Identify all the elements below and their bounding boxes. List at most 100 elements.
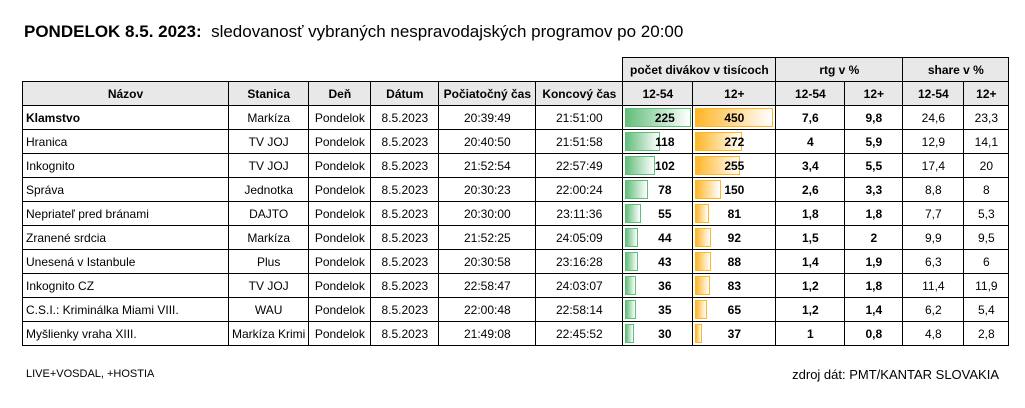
program-name: Myšlienky vraha XIII. [22, 321, 229, 346]
data-bar [625, 156, 656, 175]
rtg-12plus: 0,8 [844, 321, 904, 346]
group-share: share v % [902, 57, 1010, 82]
day: Pondelok [308, 177, 372, 202]
share-12plus: 6 [963, 249, 1010, 274]
table-row: Klamstvo Markíza Pondelok 8.5.2023 20:39:49 2… [22, 105, 1010, 130]
station: Plus [227, 249, 310, 274]
share-12plus: 5,4 [963, 297, 1010, 322]
viewers-12-54-cell: 43 [622, 249, 694, 274]
column-header[interactable]: 12-54 [622, 81, 694, 106]
rtg-12-54: 1,2 [775, 273, 846, 298]
column-header[interactable]: 12+ [963, 81, 1010, 106]
viewers-12-54-cell: 78 [622, 177, 694, 202]
start-time: 21:52:54 [438, 153, 537, 178]
rtg-12plus: 5,5 [844, 153, 904, 178]
viewers-value: 37 [727, 326, 742, 341]
share-12-54: 8,8 [902, 177, 965, 202]
rtg-12-54: 1,2 [775, 297, 846, 322]
footnote: LIVE+VOSDAL, +HOSTIA [26, 368, 155, 380]
share-12plus: 23,3 [963, 105, 1010, 130]
viewers-12-54-cell: 35 [622, 297, 694, 322]
viewers-value: 35 [658, 302, 672, 317]
share-12-54: 24,6 [902, 105, 965, 130]
share-12plus: 9,5 [963, 225, 1010, 250]
data-bar [625, 180, 649, 199]
start-time: 21:49:08 [438, 321, 537, 346]
viewers-12plus-cell: 272 [692, 129, 777, 154]
end-time: 24:03:07 [535, 273, 624, 298]
share-12plus: 14,1 [963, 129, 1010, 154]
column-header[interactable]: Koncový čas [535, 81, 624, 106]
viewers-12plus-cell: 450 [692, 105, 777, 130]
column-header[interactable]: 12+ [844, 81, 904, 106]
day: Pondelok [308, 273, 372, 298]
group-viewers: počet divákov v tisícoch [622, 57, 777, 82]
station: Markíza [227, 225, 310, 250]
column-header[interactable]: 12+ [692, 81, 777, 106]
day: Pondelok [308, 105, 372, 130]
data-bar [625, 132, 660, 151]
start-time: 21:52:25 [438, 225, 537, 250]
share-12-54: 6,2 [902, 297, 965, 322]
viewers-12plus-cell: 83 [692, 273, 777, 298]
start-time: 20:39:49 [438, 105, 537, 130]
column-header[interactable]: Stanica [227, 81, 310, 106]
station: TV JOJ [227, 129, 310, 154]
viewers-12-54-cell: 225 [622, 105, 694, 130]
program-name: Správa [22, 177, 229, 202]
table-row: Unesená v Istanbule Plus Pondelok 8.5.2023 2… [22, 249, 1010, 274]
share-12plus: 20 [963, 153, 1010, 178]
viewers-12plus-cell: 255 [692, 153, 777, 178]
rtg-12plus: 5,9 [844, 129, 904, 154]
column-header[interactable]: 12-54 [775, 81, 846, 106]
start-time: 20:30:00 [438, 201, 537, 226]
rtg-12-54: 3,4 [775, 153, 846, 178]
data-bar [625, 300, 636, 319]
column-header[interactable]: Názov [22, 81, 229, 106]
data-bar [625, 228, 639, 247]
viewers-value: 78 [658, 182, 672, 197]
column-header[interactable]: Dátum [370, 81, 440, 106]
day: Pondelok [308, 249, 372, 274]
viewers-12plus-cell: 65 [692, 297, 777, 322]
data-bar [695, 228, 712, 247]
column-header[interactable]: Počiatočný čas [438, 81, 537, 106]
data-bar [625, 324, 635, 343]
data-bar [625, 252, 638, 271]
end-time: 22:58:14 [535, 297, 624, 322]
data-bar [625, 108, 692, 127]
share-12-54: 11,4 [902, 273, 965, 298]
viewers-value: 88 [727, 254, 742, 269]
day: Pondelok [308, 225, 372, 250]
rtg-12-54: 7,6 [775, 105, 846, 130]
start-time: 22:00:48 [438, 297, 537, 322]
data-bar [695, 300, 707, 319]
station: TV JOJ [227, 273, 310, 298]
date: 8.5.2023 [370, 105, 440, 130]
date: 8.5.2023 [370, 297, 440, 322]
viewers-12plus-cell: 150 [692, 177, 777, 202]
data-bar [625, 204, 642, 223]
column-header[interactable]: Deň [308, 81, 372, 106]
data-bar [695, 132, 743, 151]
day: Pondelok [308, 153, 372, 178]
data-bar [625, 276, 636, 295]
viewers-value: 44 [658, 230, 672, 245]
date: 8.5.2023 [370, 249, 440, 274]
data-bar [695, 324, 702, 343]
program-name: Unesená v Istanbule [22, 249, 229, 274]
viewers-value: 272 [724, 134, 745, 149]
station: DAJTO [227, 201, 310, 226]
program-name: C.S.I.: Kriminálka Miami VIII. [22, 297, 229, 322]
column-header[interactable]: 12-54 [902, 81, 965, 106]
share-12-54: 17,4 [902, 153, 965, 178]
station: Jednotka [227, 177, 310, 202]
viewers-value: 92 [727, 230, 742, 245]
data-bar [695, 204, 710, 223]
viewers-12plus-cell: 92 [692, 225, 777, 250]
table-row: Zranené srdcia Markíza Pondelok 8.5.2023 21:… [22, 225, 1010, 250]
end-time: 22:57:49 [535, 153, 624, 178]
viewers-value: 81 [727, 206, 742, 221]
title-date: PONDELOK 8.5. 2023: [24, 22, 202, 41]
data-bar [695, 156, 740, 175]
